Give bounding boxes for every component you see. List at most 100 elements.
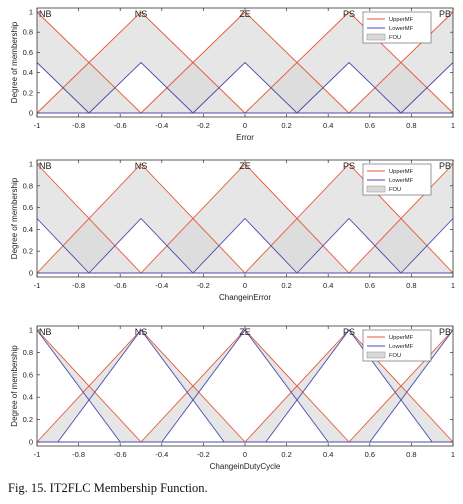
mf-label-ns: NS <box>135 9 148 19</box>
x-tick-label: -0.6 <box>114 281 127 290</box>
y-tick-label: 0.6 <box>23 370 33 379</box>
x-tick-label: -0.4 <box>155 121 168 130</box>
upper-mf-line <box>140 11 350 114</box>
chart-panel-2: -1 -0.8 -0.6 -0.4 -0.2 0 0.2 0.4 0.6 0.8 1 0 0.2 0.4 0… <box>10 160 455 303</box>
mf-label-nb: NB <box>39 9 52 19</box>
mf-label-ps: PS <box>343 161 355 171</box>
lower-mf-line <box>192 61 298 114</box>
y-tick-label: 0 <box>29 109 33 118</box>
y-tick-label: 0.8 <box>23 28 33 37</box>
fou-region <box>141 330 349 442</box>
mf-label-pb: PB <box>439 327 451 337</box>
lower-mf-line <box>296 217 402 274</box>
chart-panel-1: -1 -0.8 -0.6 -0.4 -0.2 0 0.2 0.4 0.6 0.8 1 0 0.2 0.4 0… <box>10 8 455 143</box>
legend-entry-label: UpperMF <box>389 335 414 341</box>
x-tick-label: -0.4 <box>155 450 168 459</box>
mf-label-nb: NB <box>39 161 52 171</box>
x-tick-label: 0 <box>243 450 247 459</box>
mf-label-pb: PB <box>439 161 451 171</box>
mf-label-nb: NB <box>39 327 52 337</box>
legend-box <box>362 163 432 196</box>
mf-label-ps: PS <box>343 327 355 337</box>
x-axis-label: ChangeinError <box>219 293 271 302</box>
x-tick-label: 0 <box>243 121 247 130</box>
lower-mf-line <box>265 329 433 443</box>
x-tick-label: -0.6 <box>114 121 127 130</box>
legend-entry-label: LowerMF <box>389 344 414 350</box>
legend: UpperMF LowerMF FOU <box>362 329 432 362</box>
x-tick-label: -1 <box>34 121 41 130</box>
lower-mf-line <box>36 329 121 443</box>
x-tick-label: 0.2 <box>281 281 291 290</box>
fou-region <box>245 330 453 442</box>
lower-mf-line <box>192 217 298 274</box>
x-tick-label: 0.2 <box>281 121 291 130</box>
x-tick-label: -0.6 <box>114 450 127 459</box>
mf-label-ze: ZE <box>239 327 251 337</box>
lower-mf-line <box>88 217 194 274</box>
y-tick-label: 1 <box>29 326 33 335</box>
legend: UpperMF LowerMF FOU <box>362 163 432 196</box>
upper-mf-line <box>36 163 246 274</box>
y-tick-label: 0 <box>29 438 33 447</box>
x-tick-label: 0.4 <box>323 121 333 130</box>
mf-label-pb: PB <box>439 9 451 19</box>
legend-swatch-fou <box>366 33 386 41</box>
x-tick-label: -1 <box>34 450 41 459</box>
lower-mf-line <box>88 61 194 114</box>
x-axis-label: Error <box>236 133 254 142</box>
x-tick-label: -0.2 <box>197 450 210 459</box>
mf-label-ns: NS <box>135 161 148 171</box>
upper-mf-line <box>348 329 454 443</box>
legend-entry-label: FOU <box>389 35 401 41</box>
lower-mf-line <box>296 61 402 114</box>
y-axis-label: Degree of membership <box>10 345 19 427</box>
legend-entry-label: UpperMF <box>389 169 414 175</box>
x-tick-label: 0.2 <box>281 450 291 459</box>
upper-mf-line <box>140 163 350 274</box>
mf-label-ze: ZE <box>239 161 251 171</box>
y-tick-label: 0.4 <box>23 225 33 234</box>
x-tick-label: 0 <box>243 281 247 290</box>
legend-entry-label: UpperMF <box>389 17 414 23</box>
mf-label-ps: PS <box>343 9 355 19</box>
legend-entry-label: FOU <box>389 353 401 359</box>
x-tick-label: -0.8 <box>72 121 85 130</box>
x-tick-label: 0.6 <box>365 450 375 459</box>
lower-mf-line <box>36 218 90 274</box>
chart-panel-3: -1 -0.8 -0.6 -0.4 -0.2 0 0.2 0.4 0.6 0.8 1 0 0.2 0.4 0… <box>10 326 455 472</box>
x-tick-label: 0.8 <box>406 281 416 290</box>
x-tick-label: 1 <box>451 450 455 459</box>
legend-entry-label: FOU <box>389 187 401 193</box>
upper-mf-line <box>244 163 454 274</box>
lower-mf-line <box>400 218 454 274</box>
x-tick-label: -0.8 <box>72 450 85 459</box>
y-tick-label: 0 <box>29 269 33 278</box>
upper-mf-line <box>244 11 454 114</box>
legend-entry-label: LowerMF <box>389 26 414 32</box>
x-tick-label: 0.6 <box>365 121 375 130</box>
y-tick-label: 0.2 <box>23 415 33 424</box>
y-tick-label: 0.8 <box>23 348 33 357</box>
x-tick-label: -0.2 <box>197 281 210 290</box>
y-tick-label: 0.6 <box>23 48 33 57</box>
x-tick-label: 1 <box>451 121 455 130</box>
x-tick-label: 1 <box>451 281 455 290</box>
x-tick-label: 0.4 <box>323 450 333 459</box>
lower-mf-line <box>369 329 454 443</box>
upper-mf-line <box>348 11 454 114</box>
x-tick-label: -0.4 <box>155 281 168 290</box>
y-tick-label: 1 <box>29 8 33 17</box>
y-tick-label: 0.6 <box>23 203 33 212</box>
x-tick-label: 0.8 <box>406 121 416 130</box>
y-tick-label: 0.8 <box>23 181 33 190</box>
y-tick-label: 0.4 <box>23 393 33 402</box>
mf-label-ze: ZE <box>239 9 251 19</box>
x-axis-label: ChangeinDutyCycle <box>210 462 281 471</box>
x-tick-label: 0.4 <box>323 281 333 290</box>
x-tick-label: -0.8 <box>72 281 85 290</box>
figure-caption: Fig. 15. IT2FLC Membership Function. <box>8 481 208 495</box>
legend: UpperMF LowerMF FOU <box>362 11 432 44</box>
y-axis-label: Degree of membership <box>10 21 19 103</box>
y-tick-label: 0.2 <box>23 88 33 97</box>
